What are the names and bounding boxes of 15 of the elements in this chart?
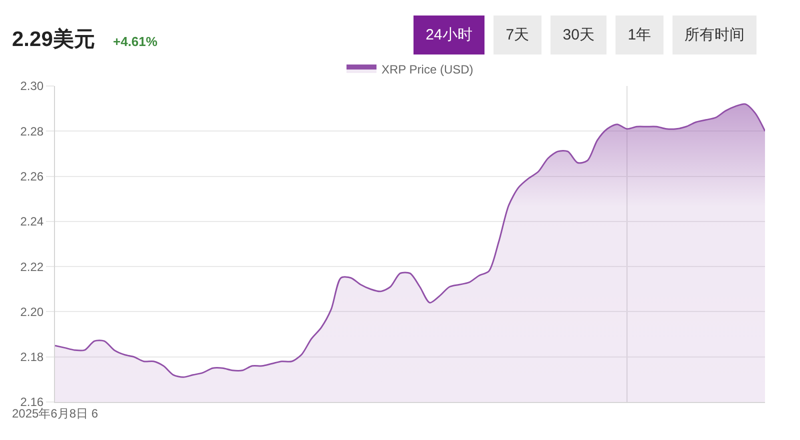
y-tick-label: 2.28 (20, 124, 44, 138)
legend-label: XRP Price (USD) (382, 62, 474, 77)
y-tick-label: 2.18 (20, 350, 44, 364)
y-tick-label: 2.24 (20, 214, 44, 229)
y-tick-label: 2.30 (20, 79, 44, 94)
text: 7天 (506, 26, 530, 44)
y-tick-label: 2.20 (20, 304, 44, 319)
y-tick-label: 2.26 (20, 169, 44, 184)
chart-subtitle: +4.61% (113, 34, 158, 49)
text: 所有时间 (684, 26, 744, 44)
y-tick-label: 2.22 (20, 260, 44, 274)
text: 1年 (628, 26, 652, 44)
text: 30天 (562, 26, 594, 44)
text: 24小时 (426, 26, 472, 44)
chart-title: 2.29美元 (12, 27, 95, 51)
